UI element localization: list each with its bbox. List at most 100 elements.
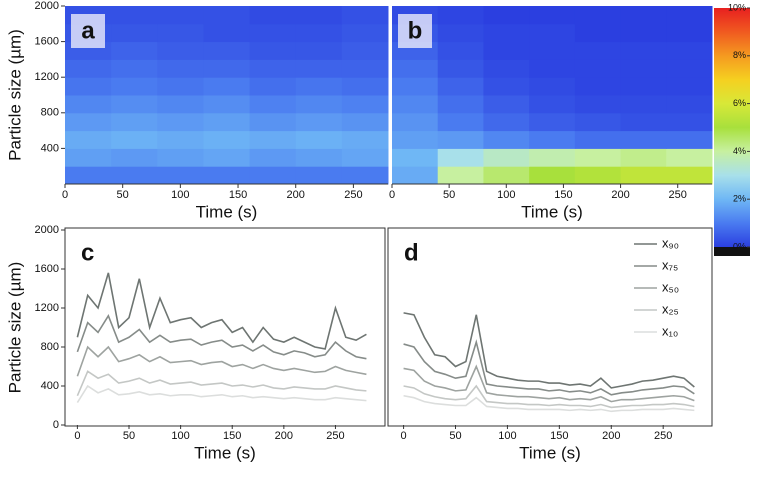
heat-cell — [111, 166, 158, 185]
y-axis-label: Particle size (µm) — [5, 29, 24, 161]
heat-cell — [65, 112, 112, 132]
heat-cell — [666, 95, 713, 114]
heat-cell — [392, 112, 439, 132]
heat-cell — [620, 59, 667, 78]
heat-cell — [574, 130, 622, 149]
y-tick-label: 1200 — [35, 302, 59, 314]
heat-cell — [203, 130, 251, 149]
heat-cell — [437, 6, 484, 25]
heat-cell — [483, 95, 530, 114]
x-tick-label: 150 — [229, 189, 247, 201]
heat-cell — [65, 130, 112, 149]
heat-cell — [666, 59, 713, 78]
panel-label-box — [398, 14, 432, 48]
colorbar-tick-label: 8% — [733, 50, 746, 60]
heat-cell — [341, 148, 389, 167]
x-tick-label: 0 — [389, 189, 395, 201]
heat-cell — [111, 95, 158, 114]
heat-cell — [574, 23, 622, 43]
x-tick-label: 100 — [171, 189, 189, 201]
heat-cell — [437, 77, 484, 96]
heat-cell — [392, 59, 439, 78]
heat-cell — [666, 77, 713, 96]
heat-cell — [437, 112, 484, 132]
heat-cell — [249, 166, 297, 185]
heat-cell — [437, 59, 484, 78]
heat-cell — [157, 112, 204, 132]
heat-cell — [620, 95, 667, 114]
x-tick-label: 250 — [344, 189, 362, 201]
panel-label: c — [81, 239, 94, 266]
heat-cell — [574, 41, 622, 60]
heat-cell — [249, 148, 297, 167]
x-tick-label: 150 — [550, 430, 568, 442]
heat-cell — [157, 95, 204, 114]
heat-cell — [666, 6, 713, 25]
heat-cell — [249, 59, 297, 78]
heat-cell — [341, 130, 389, 149]
frame — [64, 227, 386, 427]
heat-cell — [483, 23, 530, 43]
heat-cell — [249, 77, 297, 96]
heat-cell — [341, 95, 389, 114]
heat-cell — [203, 41, 251, 60]
heat-cell — [529, 148, 576, 167]
heat-cell — [65, 77, 112, 96]
heat-cell — [483, 130, 530, 149]
legend-label: x₉₀ — [662, 235, 679, 250]
heat-cell — [620, 148, 667, 167]
heat-cell — [157, 41, 204, 60]
heat-cell — [620, 41, 667, 60]
heat-cell — [341, 112, 389, 132]
heat-cell — [392, 166, 439, 185]
colorbar-tick-label: 10% — [728, 2, 746, 12]
x-axis-label: Time (s) — [519, 443, 581, 462]
heat-cell — [295, 112, 343, 132]
colorbar-tick-label: 0% — [733, 241, 746, 251]
y-tick-label: 400 — [41, 380, 59, 392]
series-line — [76, 272, 367, 350]
heat-cell — [529, 130, 576, 149]
heat-cell — [483, 166, 530, 185]
series-line — [403, 312, 695, 389]
heat-cell — [111, 148, 158, 167]
x-tick-label: 200 — [287, 189, 305, 201]
legend-label: x₁₀ — [662, 323, 678, 338]
heat-cell — [295, 6, 343, 25]
heat-cell — [203, 148, 251, 167]
heat-cell — [111, 112, 158, 132]
heat-cell — [157, 23, 204, 43]
frame — [387, 227, 713, 427]
heat-cell — [437, 148, 484, 167]
series-line — [403, 394, 695, 413]
series-line — [403, 384, 695, 409]
heat-cell — [203, 23, 251, 43]
heat-cell — [666, 166, 713, 185]
heat-cell — [529, 59, 576, 78]
series-line — [76, 384, 367, 403]
heat-cell — [437, 130, 484, 149]
heat-cell — [666, 23, 713, 43]
panel-label-box — [71, 14, 105, 48]
heat-cell — [249, 6, 297, 25]
heat-cell — [437, 166, 484, 185]
x-tick-label: 0 — [62, 189, 68, 201]
heat-cell — [249, 95, 297, 114]
x-tick-label: 100 — [171, 430, 189, 442]
x-tick-label: 200 — [611, 189, 629, 201]
heat-cell — [295, 130, 343, 149]
heat-cell — [529, 77, 576, 96]
heat-cell — [157, 166, 204, 185]
heat-cell — [157, 148, 204, 167]
y-tick-label: 800 — [41, 341, 59, 353]
legend-label: x₂₅ — [662, 301, 679, 316]
heat-cell — [203, 112, 251, 132]
heat-cell — [392, 95, 439, 114]
heat-cell — [574, 148, 622, 167]
heat-cell — [392, 77, 439, 96]
y-tick-label: 1200 — [35, 71, 59, 83]
heat-cell — [65, 148, 112, 167]
heat-cell — [203, 166, 251, 185]
legend-label: x₅₀ — [662, 279, 679, 294]
